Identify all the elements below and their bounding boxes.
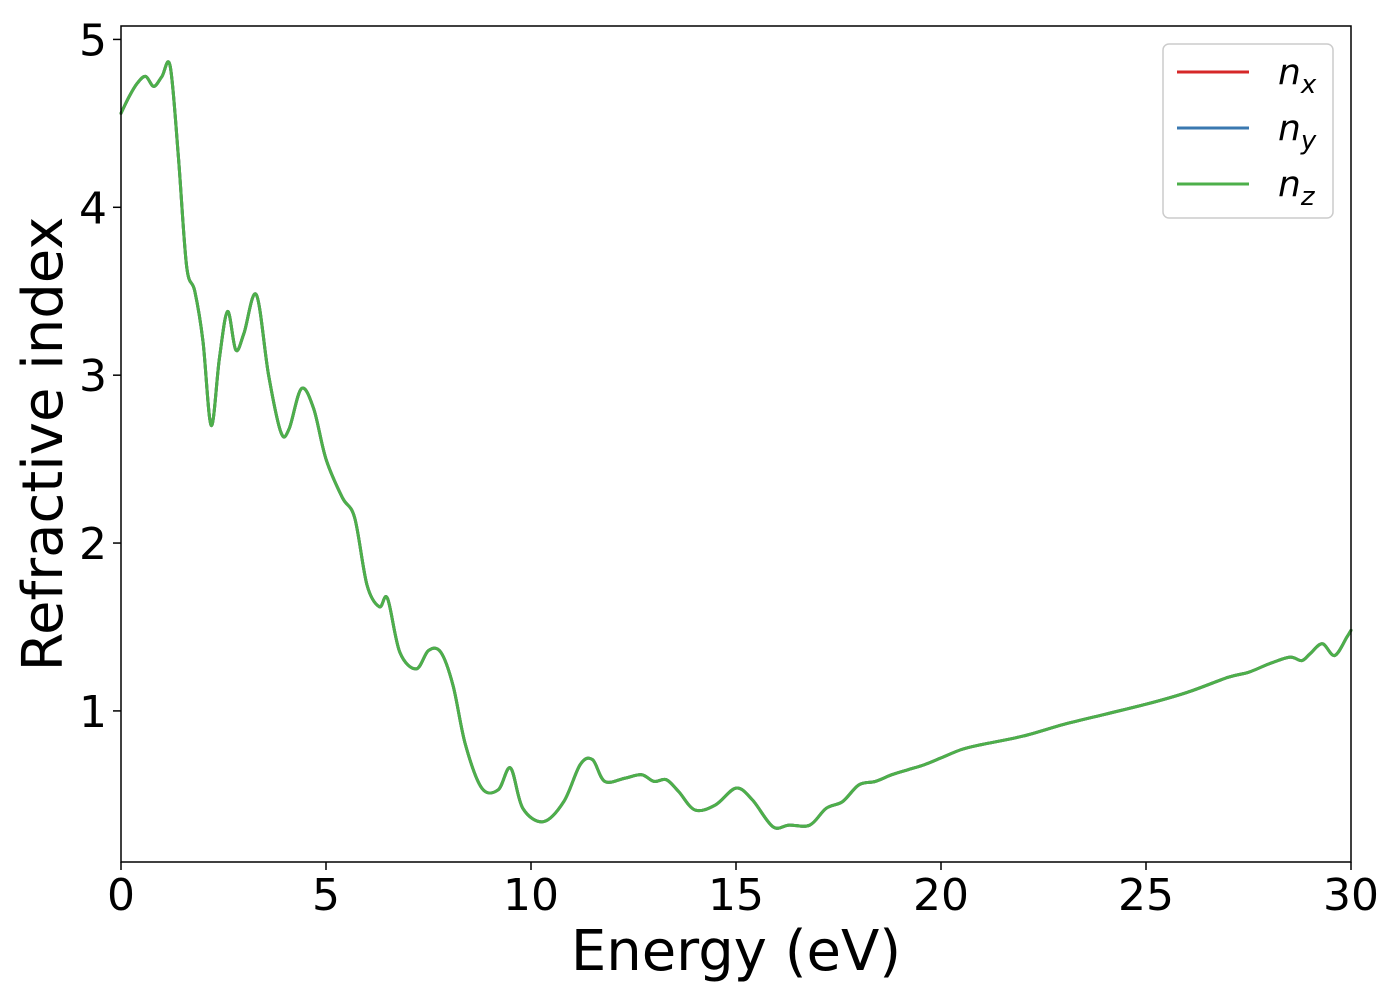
x-tick-label: 10	[503, 870, 559, 921]
x-axis-ticks: 0 5 10 15 20 25 30	[107, 862, 1379, 921]
y-tick-label: 3	[79, 351, 107, 402]
series-layer	[119, 60, 1353, 830]
y-axis-label: Refractive index	[11, 217, 76, 672]
x-tick-label: 5	[312, 870, 340, 921]
y-tick-label: 4	[79, 183, 107, 234]
x-tick-label: 20	[913, 870, 969, 921]
x-tick-label: 30	[1323, 870, 1379, 921]
y-tick-label: 1	[79, 687, 107, 738]
legend: nx ny nz	[1162, 43, 1334, 219]
y-tick-label: 2	[79, 519, 107, 570]
legend-label-ny: ny	[1278, 108, 1317, 156]
x-tick-label: 0	[107, 870, 135, 921]
legend-label-nz: nz	[1278, 164, 1316, 212]
y-tick-label: 5	[79, 15, 107, 66]
legend-entries: nx ny nz	[1177, 52, 1317, 212]
series-line-nz	[119, 60, 1353, 830]
x-tick-label: 15	[708, 870, 764, 921]
legend-label-nx: nx	[1278, 52, 1317, 100]
y-axis-ticks: 1 2 3 4 5	[79, 15, 121, 738]
x-axis-label: Energy (eV)	[571, 919, 901, 984]
x-tick-label: 25	[1118, 870, 1174, 921]
legend-frame	[1162, 43, 1334, 219]
